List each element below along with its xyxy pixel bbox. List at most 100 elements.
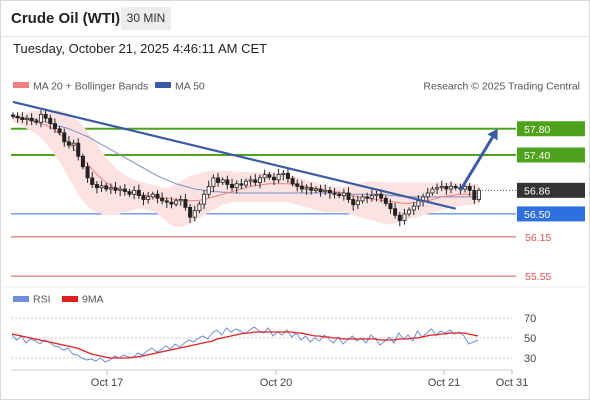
candle	[216, 172, 221, 187]
candle-body	[164, 200, 169, 203]
projection-arrow-group	[459, 128, 498, 192]
x-axis: Oct 17 Oct 20 Oct 21 Oct 31	[91, 370, 528, 389]
candle	[225, 175, 230, 190]
candle-body	[393, 208, 398, 216]
candle	[141, 192, 146, 206]
candle	[444, 183, 449, 195]
level-label-57-40: 57.40	[524, 150, 550, 162]
candle	[52, 118, 57, 133]
projection-arrow-shaft	[459, 136, 494, 192]
candle	[369, 189, 374, 202]
candle	[351, 196, 356, 211]
candle-body	[90, 177, 95, 185]
candle-body	[369, 195, 374, 199]
candle-body	[94, 184, 99, 189]
candle	[230, 178, 235, 192]
candle	[155, 190, 160, 204]
candle-body	[341, 192, 346, 196]
candle-body	[80, 155, 85, 168]
candle-body	[295, 183, 300, 187]
candle-body	[318, 188, 323, 193]
candle	[192, 205, 197, 222]
candle-body	[416, 200, 421, 207]
current-price-label: 56.86	[524, 185, 550, 197]
candle-body	[290, 178, 295, 185]
candle	[313, 186, 318, 193]
x-tick-label: Oct 21	[428, 377, 460, 389]
candle	[257, 174, 262, 189]
candle-body	[178, 199, 183, 202]
candle	[57, 126, 62, 136]
candle	[337, 191, 342, 199]
candle-body	[388, 203, 393, 210]
candle-body	[267, 174, 272, 178]
candle	[341, 188, 346, 201]
rsi-tick-70: 70	[524, 313, 536, 325]
candle	[183, 193, 188, 211]
candle	[29, 113, 34, 126]
candle-body	[24, 117, 29, 120]
candle	[271, 173, 276, 185]
candle-body	[360, 196, 365, 202]
current-price-label-bg	[517, 182, 585, 198]
candle-body	[407, 209, 412, 215]
candle	[467, 183, 472, 197]
candle	[127, 189, 132, 197]
candle-body	[108, 187, 113, 190]
candle	[169, 197, 174, 209]
candle	[113, 181, 118, 194]
instrument-title: Crude Oil (WTI)	[11, 10, 121, 27]
x-tick-label: Oct 17	[91, 377, 123, 389]
candle	[94, 181, 99, 194]
candle-body	[271, 176, 276, 181]
candle	[99, 180, 104, 192]
candle	[202, 190, 207, 210]
candle	[24, 114, 29, 126]
candle-body	[192, 210, 197, 218]
candle	[346, 187, 351, 203]
candle	[164, 197, 169, 208]
level-label-56-50: 56.50	[524, 209, 550, 221]
candle-body	[351, 199, 356, 206]
candle-body	[444, 186, 449, 190]
candle-body	[276, 174, 281, 181]
candle	[276, 168, 281, 184]
candle-body	[476, 189, 481, 200]
candle	[71, 139, 76, 151]
timeframe-button[interactable]: 30 MIN	[121, 7, 171, 30]
candle	[397, 211, 402, 227]
candle-body	[220, 179, 225, 183]
candle	[449, 181, 454, 194]
candle-body	[281, 172, 286, 176]
candle-body	[99, 185, 104, 189]
candle-body	[239, 183, 244, 186]
candle-body	[160, 197, 165, 202]
x-tick-label: Oct 31	[496, 377, 528, 389]
projection-arrow-head	[487, 128, 498, 141]
candle-body	[225, 179, 230, 185]
candle-body	[243, 180, 248, 186]
candle-body	[332, 192, 337, 195]
downtrend-line	[12, 100, 456, 210]
candle	[295, 179, 300, 192]
rsi-tick-50: 50	[524, 333, 536, 345]
candle	[281, 169, 286, 181]
candle	[66, 136, 71, 149]
candle-body	[43, 113, 48, 119]
ma50-legend-swatch	[155, 82, 171, 88]
candle	[360, 194, 365, 204]
x-tick-label: Oct 20	[260, 377, 292, 389]
candle-body	[402, 213, 407, 221]
candle	[243, 178, 248, 188]
candle-body	[383, 197, 388, 204]
candle	[430, 186, 435, 196]
candle	[439, 180, 444, 192]
candle-body	[337, 193, 342, 196]
candle-body	[453, 186, 458, 189]
candle-body	[52, 123, 57, 130]
rsi-line	[11, 326, 479, 363]
candle	[374, 190, 379, 202]
candle-body	[48, 117, 53, 124]
candle-body	[127, 191, 132, 195]
candle-body	[304, 187, 309, 190]
